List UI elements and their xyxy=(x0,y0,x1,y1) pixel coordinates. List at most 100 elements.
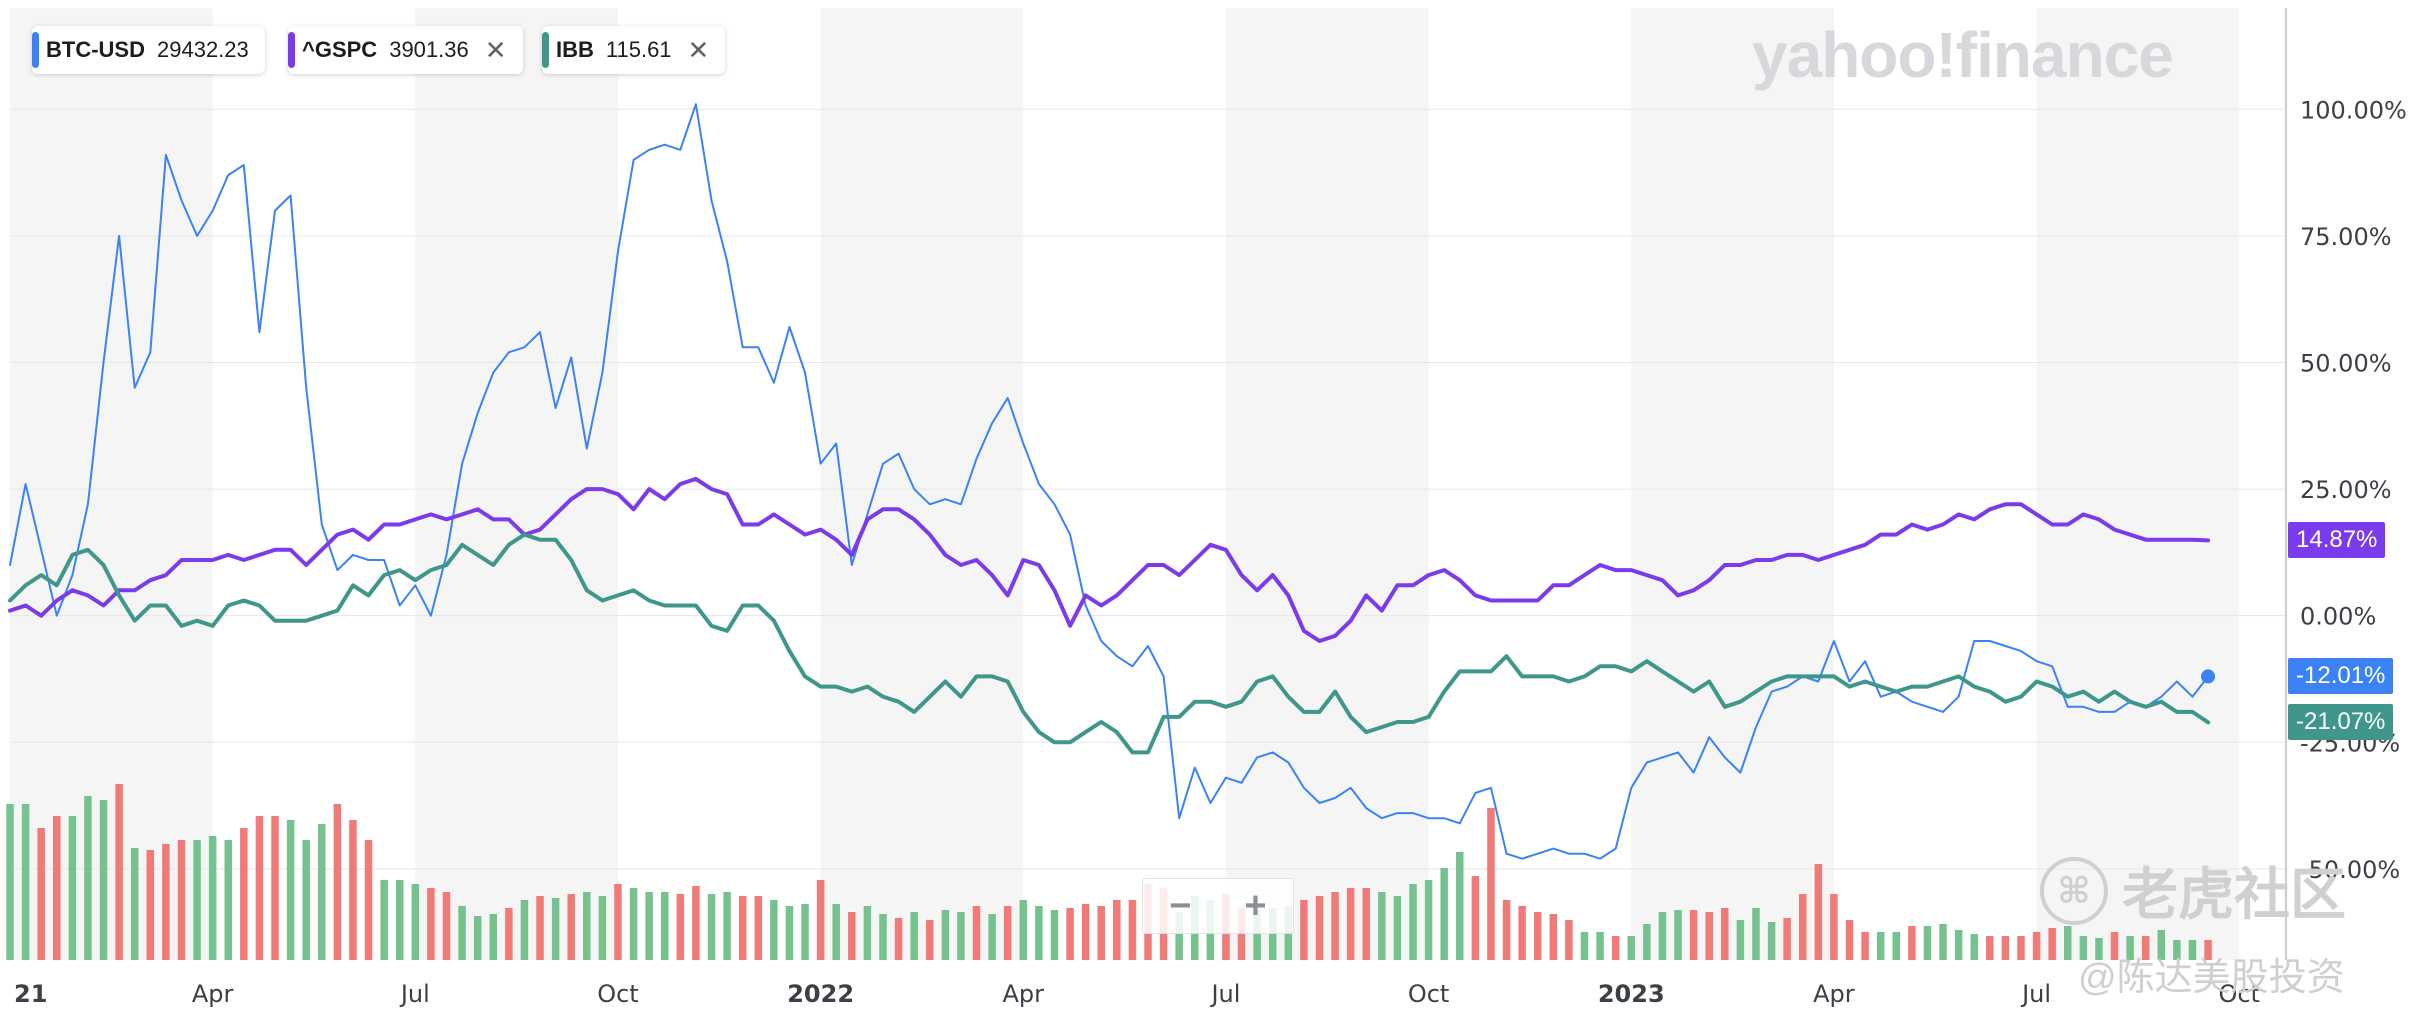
volume-bar xyxy=(1253,910,1261,960)
volume-bar xyxy=(972,906,981,960)
volume-bar xyxy=(1721,908,1729,960)
x-tick-label: Jul xyxy=(2020,980,2051,1008)
close-icon[interactable]: ✕ xyxy=(484,35,507,65)
volume-bar xyxy=(1596,932,1604,960)
legend-chip-gspc[interactable]: ^GSPC 3901.36 ✕ xyxy=(288,26,523,74)
volume-bar xyxy=(1908,926,1916,960)
volume-bar xyxy=(2079,936,2088,960)
volume-bar xyxy=(1175,912,1183,960)
legend-swatch xyxy=(32,32,39,68)
volume-bar xyxy=(130,848,139,960)
legend-symbol: IBB xyxy=(556,37,594,62)
volume-bar xyxy=(785,906,794,960)
legend-chip-ibb[interactable]: IBB 115.61 ✕ xyxy=(542,26,726,74)
volume-bar xyxy=(692,886,700,960)
legend-chip-btcusd[interactable]: BTC-USD 29432.23 xyxy=(32,26,265,74)
volume-bar xyxy=(2173,940,2181,960)
yahoo-finance-logo: yahoo!finance xyxy=(1752,19,2174,91)
volume-bar xyxy=(177,840,186,960)
y-tick-label: 0.00% xyxy=(2300,603,2376,631)
background-band xyxy=(1225,8,1429,960)
volume-bar xyxy=(1986,936,1994,960)
volume-bar xyxy=(21,804,30,960)
volume-bar xyxy=(193,840,201,960)
volume-bar xyxy=(1237,908,1246,960)
volume-bar xyxy=(240,828,248,960)
y-tick-label: 25.00% xyxy=(2300,476,2392,504)
volume-bar xyxy=(723,892,731,960)
x-tick-label: Apr xyxy=(192,980,234,1008)
volume-bar xyxy=(816,880,825,960)
volume-bar xyxy=(754,896,763,960)
volume-bar xyxy=(863,906,872,960)
legend-symbol: ^GSPC xyxy=(302,37,378,62)
volume-bar xyxy=(1705,912,1713,960)
volume-bar xyxy=(2064,926,2072,960)
volume-bar xyxy=(6,804,14,960)
volume-bar xyxy=(380,880,388,960)
last-value-tag-btcusd: -12.01% xyxy=(2288,658,2394,695)
volume-bar xyxy=(1268,908,1277,960)
volume-bar xyxy=(2048,928,2056,960)
series-line-btcusd xyxy=(9,103,2210,860)
volume-bar xyxy=(738,896,747,960)
volume-bar xyxy=(879,914,887,960)
legend-symbol: BTC-USD xyxy=(46,37,145,62)
volume-bar xyxy=(2017,936,2025,960)
volume-bar xyxy=(84,796,92,960)
zoom-out-button[interactable]: − xyxy=(1169,885,1192,927)
legend-swatch xyxy=(288,32,295,68)
volume-bar xyxy=(1050,910,1059,960)
y-tick-label: 100.00% xyxy=(2300,96,2407,124)
volume-bar xyxy=(68,816,77,960)
volume-bar xyxy=(1300,900,1308,960)
x-tick-label: Apr xyxy=(1813,980,1855,1008)
background-band xyxy=(2036,8,2240,960)
volume-bar xyxy=(614,884,622,960)
author-watermark: @陈达美股投资 xyxy=(2078,957,2345,999)
volume-bar xyxy=(707,894,716,960)
volume-bar xyxy=(551,898,560,960)
volume-bar xyxy=(2126,936,2134,960)
volume-bar xyxy=(1565,920,1573,960)
volume-bar xyxy=(364,840,373,960)
volume-bar xyxy=(333,804,342,960)
volume-bar xyxy=(505,908,513,960)
volume-bar xyxy=(832,904,840,960)
volume-bar xyxy=(224,840,232,960)
volume-bar xyxy=(1456,852,1464,960)
volume-bar xyxy=(1424,880,1433,960)
x-tick-label: 21 xyxy=(14,980,47,1008)
volume-bar xyxy=(1580,932,1589,960)
legend-value: 115.61 xyxy=(605,37,672,62)
volume-bar xyxy=(115,784,123,960)
volume-bar xyxy=(1113,900,1121,960)
volume-bar xyxy=(2141,936,2150,960)
volume-bar xyxy=(1767,922,1776,960)
volume-bar xyxy=(99,800,108,960)
last-value-tag-gspc: 14.87% xyxy=(2288,522,2386,559)
volume-bar xyxy=(318,824,326,960)
volume-bar xyxy=(427,888,435,960)
volume-bar xyxy=(926,920,934,960)
y-tick-label: 50.00% xyxy=(2300,349,2392,377)
zoom-in-button[interactable]: + xyxy=(1244,885,1267,927)
volume-bar xyxy=(1035,906,1043,960)
volume-bar xyxy=(286,820,295,960)
background-band xyxy=(820,8,1024,960)
volume-bar xyxy=(146,850,155,960)
volume-bar xyxy=(1689,910,1698,960)
x-tick-label: Oct xyxy=(1408,980,1450,1008)
volume-bar xyxy=(271,816,279,960)
volume-bar xyxy=(458,906,466,960)
volume-bar xyxy=(1549,914,1558,960)
series-line-ibb xyxy=(8,532,2211,755)
volume-bar xyxy=(1346,888,1355,960)
legend-swatch xyxy=(542,32,549,68)
volume-bar xyxy=(1892,932,1901,960)
volume-bar xyxy=(1066,908,1074,960)
volume-bar xyxy=(1487,808,1495,960)
close-icon[interactable]: ✕ xyxy=(687,35,710,65)
volume-bar xyxy=(1003,906,1012,960)
